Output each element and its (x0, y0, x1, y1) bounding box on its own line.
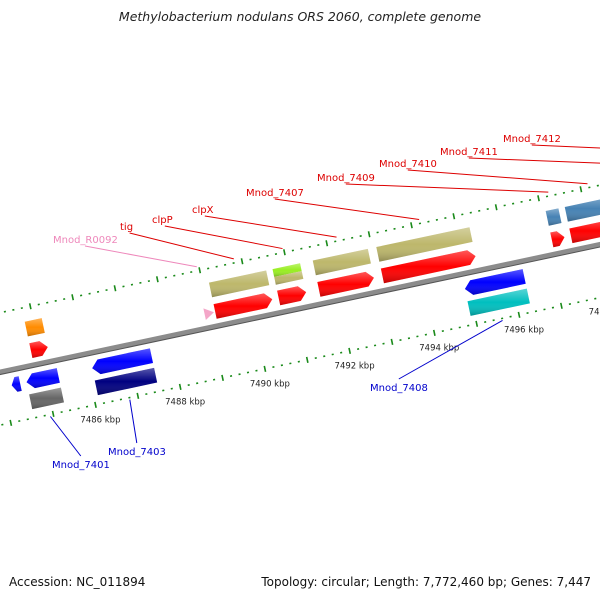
gene-label-Mnod_R0092[interactable]: Mnod_R0092 (53, 235, 118, 246)
lower-tick-major (517, 311, 521, 318)
forward-cds-clpX[interactable] (317, 271, 374, 297)
upper-tick-major (367, 231, 371, 238)
genome-title: Methylobacterium nodulans ORS 2060, comp… (118, 9, 482, 24)
cog-box-Mnod_7410[interactable] (564, 196, 600, 222)
cog-box-Mnod_7408[interactable] (467, 288, 530, 316)
lower-tick-major (136, 392, 140, 399)
callout-line (204, 215, 337, 238)
scale-label: 7492 kbp (335, 362, 375, 372)
callout-line (345, 183, 549, 193)
upper-tick-major (28, 303, 32, 310)
upper-tick-major (71, 294, 75, 301)
gene-label-Mnod_7407[interactable]: Mnod_7407 (246, 188, 304, 199)
cog-box-tig[interactable] (208, 270, 270, 298)
callout-line (407, 169, 588, 185)
callout-line (398, 319, 503, 380)
gene-label-Mnod_7410[interactable]: Mnod_7410 (379, 159, 437, 170)
scale-label: 7498 kbp (589, 308, 600, 318)
genome-summary: Topology: circular; Length: 7,772,460 bp… (261, 575, 591, 589)
forward-cds-Mnod_7409[interactable] (550, 231, 565, 248)
upper-tick-major (240, 258, 244, 265)
cog-box-Mnod_7401[interactable] (29, 387, 65, 410)
callout-line (129, 399, 138, 444)
callout-line (129, 232, 234, 260)
lower-tick-major (221, 374, 224, 381)
cog-box-clpP[interactable] (272, 263, 304, 285)
callout-line (50, 416, 82, 457)
scale-label: 7486 kbp (80, 416, 120, 426)
lower-tick-major (560, 302, 563, 309)
lower-tick-major (51, 410, 55, 417)
lower-tick-major (9, 419, 13, 426)
upper-tick-major (155, 276, 159, 283)
cog-box-clpX[interactable] (312, 248, 371, 276)
gene-label-clpP[interactable]: clpP (152, 215, 173, 226)
gene-label-Mnod_7412[interactable]: Mnod_7412 (503, 134, 561, 145)
cog-box-fwd_small_left[interactable] (24, 318, 45, 337)
lower-tick-major (305, 356, 309, 363)
callout-line (468, 157, 600, 164)
scale-label: 7496 kbp (504, 326, 544, 336)
lower-tick-major (475, 320, 479, 327)
scale-label: 7490 kbp (250, 380, 290, 390)
gene-label-Mnod_7408[interactable]: Mnod_7408 (370, 383, 428, 394)
reverse-cds-rev_edge_left[interactable] (11, 376, 22, 392)
forward-cds-tig[interactable] (213, 293, 273, 319)
lower-tick-major (432, 329, 436, 336)
reverse-cds-Mnod_7408[interactable] (464, 269, 526, 295)
lower-tick-major (348, 347, 352, 354)
callout-line (531, 144, 600, 149)
upper-tick-major (494, 204, 498, 211)
upper-tick-major (325, 240, 329, 247)
cog-box-Mnod_7409[interactable] (545, 208, 562, 226)
upper-tick-major (113, 285, 117, 292)
lower-tick-major (263, 365, 267, 372)
upper-tick-major (537, 195, 540, 202)
upper-tick-major (452, 213, 456, 220)
rna-feature[interactable] (203, 308, 214, 321)
gene-label-Mnod_7411[interactable]: Mnod_7411 (440, 147, 498, 158)
genome-track: 7486 kbp 7488 kbp 7490 kbp 7492 kbp 7494 kbp… (0, 184, 600, 426)
reverse-cds-Mnod_7403[interactable] (92, 348, 154, 375)
gene-label-Mnod_7403[interactable]: Mnod_7403 (108, 447, 166, 458)
callout-line (274, 198, 420, 221)
upper-tick-major (410, 222, 413, 229)
scale-label: 7488 kbp (165, 398, 205, 408)
gene-label-Mnod_7409[interactable]: Mnod_7409 (317, 173, 375, 184)
lower-tick-major (390, 338, 394, 345)
gene-label-Mnod_7401[interactable]: Mnod_7401 (52, 460, 110, 471)
lower-tick-major (94, 401, 97, 408)
forward-cds-Mnod_7407[interactable] (380, 250, 476, 284)
backbone-shadow (0, 246, 600, 376)
cog-box-Mnod_7407[interactable] (376, 227, 473, 262)
upper-tick-major (283, 249, 286, 256)
forward-cds-Mnod_7410[interactable] (569, 219, 600, 244)
genome-backbone (0, 241, 600, 375)
cog-box-Mnod_7403[interactable] (94, 367, 158, 396)
callout-line (164, 225, 283, 250)
lower-tick-major (178, 383, 182, 390)
upper-tick-major (198, 267, 202, 274)
forward-cds-clpP[interactable] (277, 286, 307, 306)
reverse-cds-Mnod_7401[interactable] (26, 368, 60, 389)
callout-line (84, 245, 197, 268)
gene-label-clpX[interactable]: clpX (192, 205, 214, 216)
upper-tick-major (579, 186, 583, 193)
gene-label-tig[interactable]: tig (120, 222, 133, 233)
accession-label: Accession: NC_011894 (9, 575, 146, 589)
forward-cds-fwd_small_left[interactable] (29, 341, 48, 358)
scale-label: 7494 kbp (419, 344, 459, 354)
